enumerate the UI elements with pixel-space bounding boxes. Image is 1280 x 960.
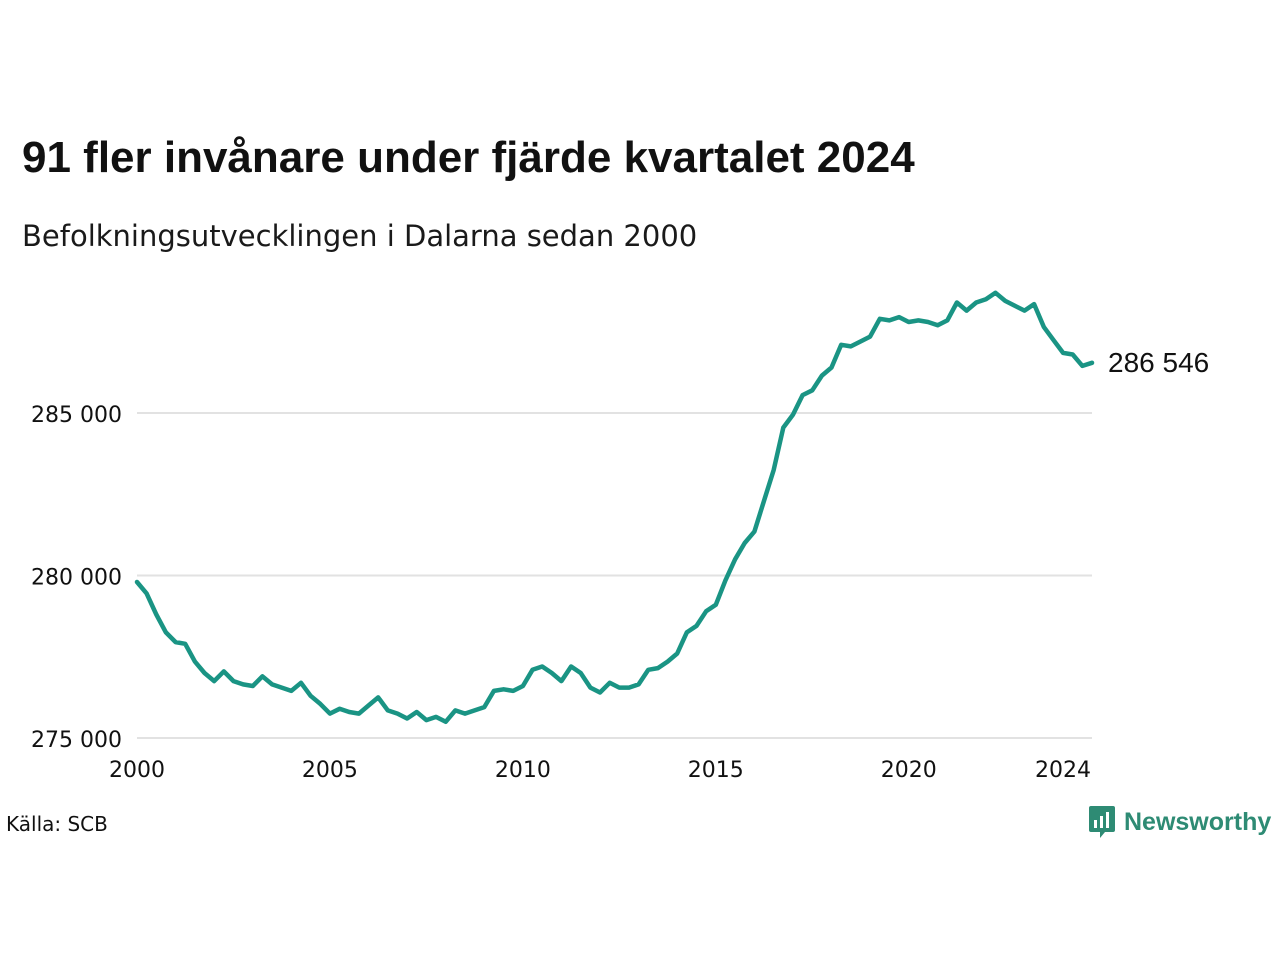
source-note: Källa: SCB xyxy=(6,812,108,836)
y-tick-label: 285 000 xyxy=(31,403,122,428)
y-tick-label: 275 000 xyxy=(31,728,122,753)
x-tick-label: 2020 xyxy=(881,758,937,783)
x-tick-label: 2015 xyxy=(688,758,744,783)
y-tick-label: 280 000 xyxy=(31,566,122,591)
brand-logo: Newsworthy xyxy=(1088,804,1271,840)
last-value-annotation: 286 546 xyxy=(1108,347,1209,378)
x-tick-label: 2000 xyxy=(109,758,165,783)
chart-subtitle: Befolkningsutvecklingen i Dalarna sedan … xyxy=(22,219,698,253)
x-tick-label: 2005 xyxy=(302,758,358,783)
y-axis-tick-labels: 275 000 280 000 285 000 xyxy=(31,403,122,753)
x-tick-label: 2010 xyxy=(495,758,551,783)
brand-name: Newsworthy xyxy=(1124,807,1272,836)
last-value-label: 286 546 xyxy=(1108,347,1209,378)
x-axis-tick-labels: 2000 2005 2010 2015 2020 2024 xyxy=(109,758,1091,783)
x-tick-label: 2024 xyxy=(1035,758,1091,783)
chart-title: 91 fler invånare under fjärde kvartalet … xyxy=(22,133,915,182)
population-series xyxy=(134,290,1095,725)
grid-lines xyxy=(137,412,1092,739)
series-line xyxy=(134,290,1095,725)
newsworthy-logo-icon xyxy=(1089,806,1115,838)
